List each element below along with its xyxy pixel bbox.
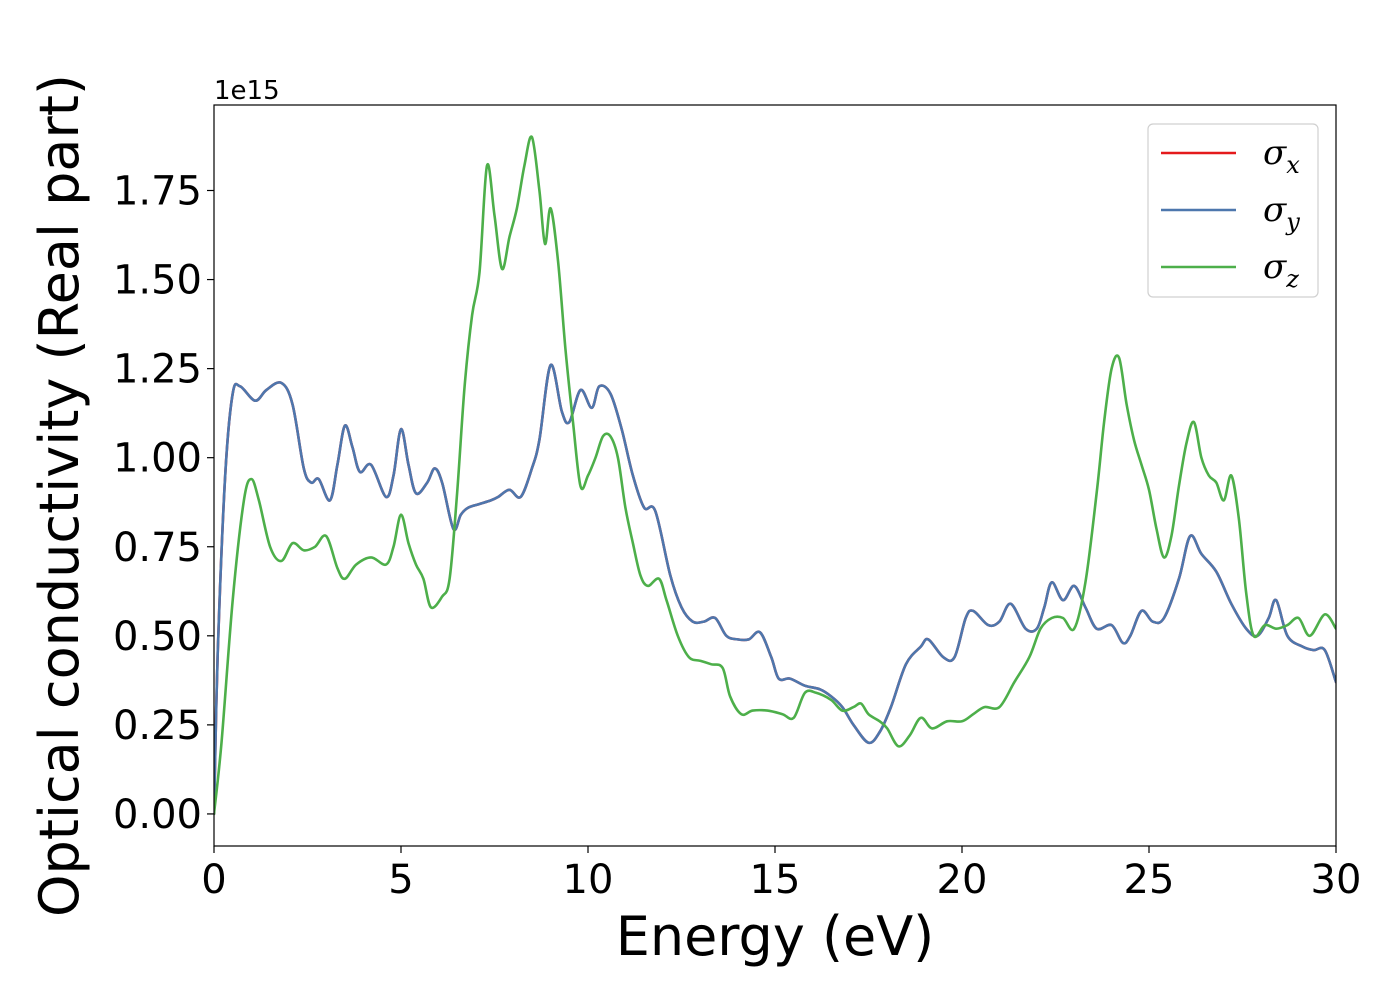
legend-label-base: σ	[1263, 247, 1287, 287]
series-line-y	[214, 363, 1336, 816]
series-line-z	[214, 135, 1336, 816]
x-tick-label: 30	[1311, 857, 1362, 903]
y-axis: 0.00 0.25 0.50 0.75 1.00 1.25 1.50 1.75	[113, 169, 214, 838]
legend-label-base: σ	[1263, 190, 1287, 230]
y-tick-label: 1.75	[113, 169, 202, 215]
x-axis: 0 5 10 15 20 25 30	[201, 846, 1361, 903]
y-tick-label: 1.25	[113, 347, 202, 393]
x-tick-label: 25	[1124, 857, 1175, 903]
y-tick-label: 0.50	[113, 614, 202, 660]
y-tick-label: 0.25	[113, 703, 202, 749]
y-axis-offset-label: 1e15	[214, 76, 280, 106]
x-tick-label: 10	[563, 857, 614, 903]
x-tick-label: 20	[937, 857, 988, 903]
series-layer	[214, 135, 1336, 816]
legend-label: σx	[1263, 133, 1300, 179]
y-tick-label: 1.00	[113, 436, 202, 482]
legend-label-base: σ	[1263, 133, 1287, 173]
legend-label-subscript: x	[1286, 151, 1300, 179]
x-tick-label: 0	[201, 857, 226, 903]
y-tick-label: 0.75	[113, 525, 202, 571]
legend-label-subscript: y	[1285, 208, 1300, 236]
y-axis-title: Optical conductivity (Real part)	[28, 74, 91, 917]
x-tick-label: 5	[388, 857, 413, 903]
x-tick-label: 15	[750, 857, 801, 903]
legend-label-subscript: z	[1285, 265, 1299, 293]
legend-label: σz	[1263, 247, 1299, 293]
x-axis-title: Energy (eV)	[616, 905, 935, 968]
y-tick-label: 1.50	[113, 258, 202, 304]
y-tick-label: 0.00	[113, 792, 202, 838]
legend-label: σy	[1263, 190, 1300, 236]
